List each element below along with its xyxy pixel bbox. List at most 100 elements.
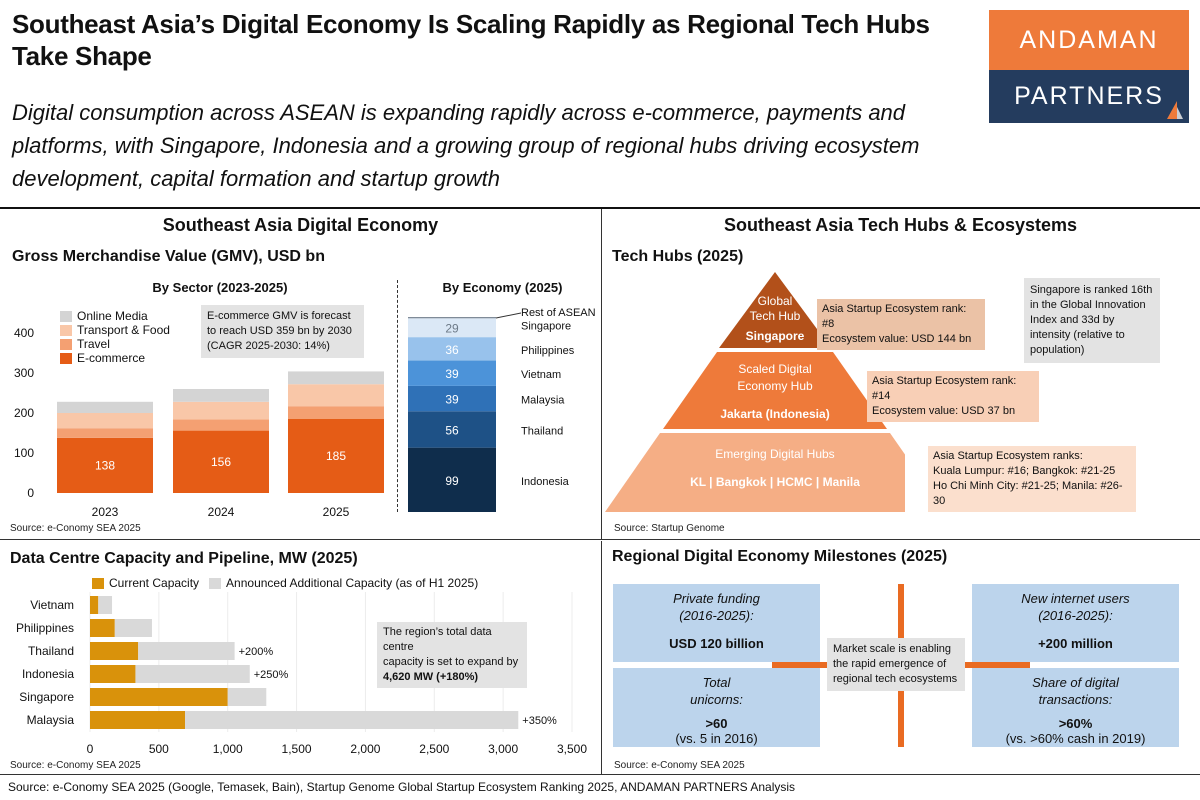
milestone-sub: (vs. >60% cash in 2019)	[1005, 731, 1146, 746]
tier1-label2: Tech Hub	[750, 309, 801, 323]
x-tick-label: 2,000	[350, 742, 380, 756]
economy-value-label: 39	[445, 393, 459, 407]
y-category-label: Singapore	[19, 690, 74, 704]
section-divider-bottom	[601, 541, 602, 774]
legend-label: E-commerce	[77, 351, 146, 365]
dc-note-line: capacity is set to expand by	[383, 656, 519, 668]
y-tick-label: 200	[14, 406, 34, 420]
milestone-value: >60%	[1058, 716, 1093, 731]
tech-hub-pyramid: Global Tech Hub Singapore Scaled Digital…	[605, 272, 905, 512]
section-divider-top	[601, 209, 602, 539]
economy-value-label: 29	[445, 322, 459, 336]
gmv-title: Gross Merchandise Value (GMV), USD bn	[12, 248, 325, 265]
bar-segment-e-commerce	[288, 419, 384, 493]
economy-segment-singapore	[408, 318, 496, 338]
economy-segment-vietnam	[408, 360, 496, 386]
gmv-dashed-divider	[397, 280, 398, 512]
bar-segment-transport-food	[288, 384, 384, 407]
dc-capacity-chart: 0 500 1,000 1,500 2,000 2,500 3,000 3,500 Vietna…	[16, 592, 587, 756]
economy-value-label: 36	[445, 343, 459, 357]
x-tick-label: 3,000	[488, 742, 518, 756]
economy-name-label: Indonesia	[521, 476, 570, 488]
milestone-internet-users: New internet users (2016-2025): +200 mil…	[972, 584, 1179, 662]
milestone-value: USD 120 billion	[669, 636, 764, 651]
bar-segment-e-commerce	[173, 430, 269, 493]
left-section-title: Southeast Asia Digital Economy	[162, 215, 439, 235]
bar-segment-travel	[288, 406, 384, 419]
bar-value-label: 156	[211, 455, 231, 469]
milestone-label: (2016-2025):	[679, 608, 754, 623]
x-tick-label: 1,500	[282, 742, 312, 756]
dc-bar-current	[90, 688, 228, 706]
jakarta-note-line: Ecosystem value: USD 37 bn	[872, 405, 1016, 417]
emerging-note-line: Kuala Lumpur: #16; Bangkok: #21-25	[933, 465, 1116, 477]
jakarta-note: Asia Startup Ecosystem rank: #14 Ecosyst…	[867, 371, 1039, 422]
y-tick-label: 300	[14, 366, 34, 380]
footer-divider	[0, 774, 1200, 775]
milestone-value: >60	[705, 716, 728, 731]
economy-segment-indonesia	[408, 447, 496, 512]
legend-swatch	[92, 577, 104, 589]
tier3-city: KL | Bangkok | HCMC | Manila	[690, 475, 860, 489]
bar-segment-transport-food	[57, 413, 153, 429]
milestones-source: Source: e-Conomy SEA 2025	[614, 760, 745, 771]
milestone-label: Total	[702, 675, 731, 690]
page-subtitle: Digital consumption across ASEAN is expa…	[12, 100, 920, 191]
pyramid-tier-scaled	[663, 352, 887, 429]
milestone-digital-transactions: Share of digital transactions: >60% (vs.…	[972, 668, 1179, 747]
x-tick-label: 2025	[323, 505, 350, 519]
economy-name-label: Rest of ASEAN	[521, 307, 596, 319]
gmv-source: Source: e-Conomy SEA 2025	[10, 523, 141, 534]
milestone-center-note: Market scale is enabling the rapid emerg…	[827, 638, 965, 691]
legend-current-capacity: Current Capacity	[92, 576, 199, 590]
dc-bar-announced	[135, 665, 250, 683]
gmv-economy-subtitle: By Economy (2025)	[442, 280, 563, 295]
y-category-label: Malaysia	[27, 713, 75, 727]
economy-segment-thailand	[408, 411, 496, 448]
bar-segment-online-media	[173, 389, 269, 402]
y-category-label: Thailand	[28, 644, 74, 658]
milestone-label: Private funding	[673, 591, 760, 606]
gmv-economy-chart: 99 Indonesia 56 Thailand 39 Malaysia 39 Vietnam…	[408, 307, 596, 512]
dc-bar-current	[90, 619, 115, 637]
economy-segment-malaysia	[408, 385, 496, 412]
x-tick-label: 2024	[208, 505, 235, 519]
milestone-label: Share of digital	[1032, 675, 1119, 690]
economy-value-label: 56	[445, 423, 459, 437]
y-category-label: Vietnam	[30, 598, 74, 612]
dc-legend: Current Capacity Announced Additional Ca…	[92, 576, 478, 590]
dc-bar-announced	[98, 596, 113, 614]
bar-segment-transport-food	[173, 401, 269, 420]
y-tick-label: 0	[27, 486, 34, 500]
economy-name-label: Thailand	[521, 425, 563, 437]
legend-online-media: Online Media	[60, 309, 170, 323]
emerging-note-line: Ho Chi Minh City: #21-25; Manila: #26-30	[933, 480, 1123, 507]
pyramid-tier-global	[719, 272, 831, 348]
singapore-note-line: Ecosystem value: USD 144 bn	[822, 333, 972, 345]
y-category-label: Philippines	[16, 621, 74, 635]
dc-bar-announced	[114, 619, 152, 637]
economy-segment-philippines	[408, 337, 496, 361]
economy-name-label: Philippines	[521, 345, 575, 357]
bar-segment-online-media	[288, 371, 384, 385]
logo-line2: PARTNERS	[989, 70, 1189, 123]
header-divider	[0, 207, 1200, 209]
legend-swatch	[60, 352, 72, 364]
x-tick-label: 2,500	[419, 742, 449, 756]
legend-swatch	[60, 338, 72, 350]
milestone-label: transactions:	[1038, 692, 1113, 707]
jakarta-note-line: Asia Startup Ecosystem rank: #14	[872, 375, 1017, 402]
gmv-sector-subtitle: By Sector (2023-2025)	[152, 280, 288, 295]
right-section-title: Southeast Asia Tech Hubs & Ecosystems	[723, 215, 1078, 235]
milestone-label: (2016-2025):	[1038, 608, 1113, 623]
legend-label: Announced Additional Capacity (as of H1 …	[226, 576, 479, 590]
bar-segment-travel	[173, 419, 269, 431]
x-tick-label: 500	[149, 742, 169, 756]
legend-ecommerce: E-commerce	[60, 351, 170, 365]
milestone-unicorns: Total unicorns: >60 (vs. 5 in 2016)	[613, 668, 820, 747]
dc-growth-label: +350%	[522, 715, 557, 727]
tech-hubs-title: Tech Hubs (2025)	[612, 248, 744, 265]
dc-bar-announced	[227, 688, 267, 706]
milestones-title: Regional Digital Economy Milestones (202…	[612, 548, 948, 565]
ecommerce-forecast-note: E-commerce GMV is forecast to reach USD …	[201, 305, 364, 358]
